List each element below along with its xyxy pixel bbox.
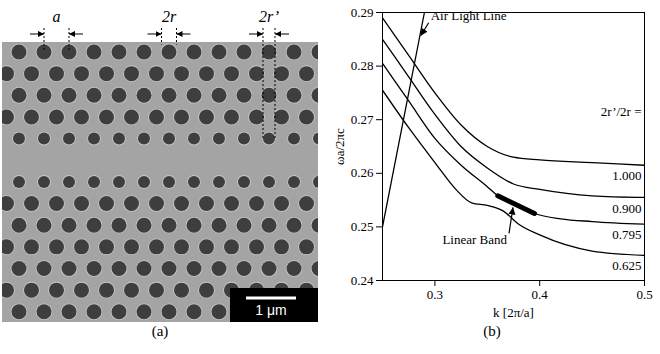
svg-text:1.000: 1.000: [612, 168, 641, 183]
svg-text:2r’: 2r’: [259, 8, 279, 25]
svg-text:Air Light Line: Air Light Line: [431, 8, 507, 23]
svg-text:0.25: 0.25: [351, 219, 374, 234]
html-text:(a): (a): [151, 323, 169, 339]
svg-text:0.28: 0.28: [351, 58, 374, 73]
svg-text:0.4: 0.4: [532, 287, 549, 302]
svg-text:2r: 2r: [162, 8, 177, 25]
svg-text:0.625: 0.625: [612, 258, 641, 273]
svg-text:0.3: 0.3: [427, 287, 443, 302]
svg-text:0.24: 0.24: [351, 273, 374, 288]
svg-text:0.29: 0.29: [351, 5, 374, 20]
svg-text:0.27: 0.27: [351, 112, 374, 127]
html-text:(b): (b): [483, 323, 501, 339]
svg-text:0.900: 0.900: [612, 201, 641, 216]
svg-text:2r’/2r =: 2r’/2r =: [601, 104, 642, 119]
svg-text:0.5: 0.5: [636, 287, 652, 302]
svg-text:1 μm: 1 μm: [255, 302, 286, 318]
svg-text:Linear Band: Linear Band: [442, 232, 507, 247]
svg-text:a: a: [53, 8, 61, 25]
svg-text:0.795: 0.795: [612, 227, 641, 242]
svg-text:ωa/2πc: ωa/2πc: [332, 128, 347, 165]
svg-text:0.26: 0.26: [351, 165, 374, 180]
svg-text:k [2π/a]: k [2π/a]: [493, 305, 534, 320]
